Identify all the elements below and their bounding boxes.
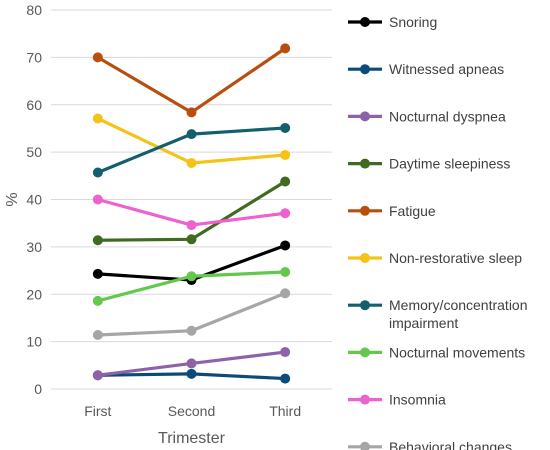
series-nocturnal-movements (92, 266, 291, 306)
legend-label: Memory/concentration impairment (389, 297, 528, 331)
data-point (186, 107, 197, 118)
data-point (280, 288, 291, 299)
series-lines (92, 43, 291, 384)
legend-item-memory-concentration-impairment: Memory/concentration impairment (348, 297, 528, 331)
data-point (92, 235, 103, 246)
legend: Snoring Witnessed apneas Nocturnal dyspnea… (348, 14, 528, 450)
y-tick-label: 20 (26, 286, 42, 302)
x-tick-label: First (84, 403, 111, 419)
data-point (280, 347, 291, 358)
y-tick-label: 60 (26, 97, 42, 113)
legend-label: Fatigue (389, 203, 436, 219)
legend-marker (360, 205, 370, 216)
data-point (186, 129, 197, 140)
legend-item-fatigue: Fatigue (348, 203, 436, 219)
legend-marker (360, 158, 370, 169)
series-non-restorative-sleep (92, 113, 291, 169)
legend-item-nocturnal-dyspnea: Nocturnal dyspnea (348, 108, 506, 124)
legend-marker (360, 17, 370, 27)
data-point (186, 271, 197, 282)
legend-item-daytime-sleepiness: Daytime sleepiness (348, 156, 510, 172)
y-axis-ticks: 0 10 20 30 40 50 60 70 80 (26, 2, 42, 397)
y-tick-label: 40 (26, 192, 42, 208)
data-point (92, 167, 103, 178)
series-daytime-sleepiness (92, 176, 291, 246)
data-point (280, 43, 291, 54)
x-tick-label: Third (269, 403, 301, 419)
series-nocturnal-dyspnea (92, 347, 291, 381)
series-fatigue (92, 43, 291, 118)
legend-label: Non-restorative sleep (389, 250, 522, 266)
legend-label: Witnessed apneas (389, 61, 504, 77)
legend-label: Daytime sleepiness (389, 156, 510, 172)
data-point (92, 268, 103, 279)
x-tick-label: Second (168, 403, 215, 419)
series-behavioral-changes (92, 288, 291, 340)
legend-label: Insomnia (389, 392, 446, 408)
legend-marker (360, 394, 370, 405)
data-point (186, 234, 197, 245)
y-tick-label: 0 (34, 381, 42, 397)
y-tick-label: 30 (26, 239, 42, 255)
data-point (280, 208, 291, 219)
legend-marker (360, 253, 370, 263)
data-point (92, 113, 103, 124)
data-point (280, 266, 291, 277)
legend-marker (360, 64, 370, 75)
data-point (92, 52, 103, 63)
x-axis-ticks: First Second Third (84, 403, 301, 419)
data-point (186, 325, 197, 336)
legend-item-behavioral-changes: Behavioral changes (348, 439, 512, 450)
y-axis-title: % (4, 192, 21, 206)
legend-marker (360, 347, 370, 358)
series-line (97, 117, 286, 165)
data-point (92, 370, 103, 381)
legend-label: Behavioral changes (389, 439, 512, 450)
legend-marker (360, 111, 370, 122)
x-axis-title: Trimester (158, 430, 226, 447)
series-insomnia (92, 194, 291, 231)
y-tick-label: 10 (26, 334, 42, 350)
data-point (186, 368, 197, 379)
data-point (92, 329, 103, 340)
data-point (186, 358, 197, 369)
legend-label: Snoring (389, 14, 437, 30)
series-line (97, 47, 287, 114)
legend-item-insomnia: Insomnia (348, 392, 446, 408)
legend-item-snoring: Snoring (348, 14, 437, 30)
legend-marker (360, 441, 370, 450)
legend-label: Nocturnal dyspnea (389, 108, 506, 124)
data-point (92, 295, 103, 306)
legend-item-nocturnal-movements: Nocturnal movements (348, 344, 525, 360)
data-point (92, 194, 103, 205)
y-tick-label: 70 (26, 49, 42, 65)
data-point (280, 176, 291, 187)
data-point (280, 373, 291, 384)
legend-label: Nocturnal movements (389, 344, 525, 360)
legend-marker (360, 300, 370, 311)
series-memory-concentration-impairment (92, 122, 291, 178)
series-line (97, 180, 287, 242)
legend-item-non-restorative-sleep: Non-restorative sleep (348, 250, 522, 266)
data-point (186, 158, 197, 169)
data-point (280, 240, 291, 251)
data-point (280, 122, 291, 133)
y-tick-label: 80 (26, 2, 42, 18)
data-point (280, 149, 291, 160)
data-point (186, 220, 197, 231)
legend-item-witnessed-apneas: Witnessed apneas (348, 61, 504, 77)
y-tick-label: 50 (26, 144, 42, 160)
